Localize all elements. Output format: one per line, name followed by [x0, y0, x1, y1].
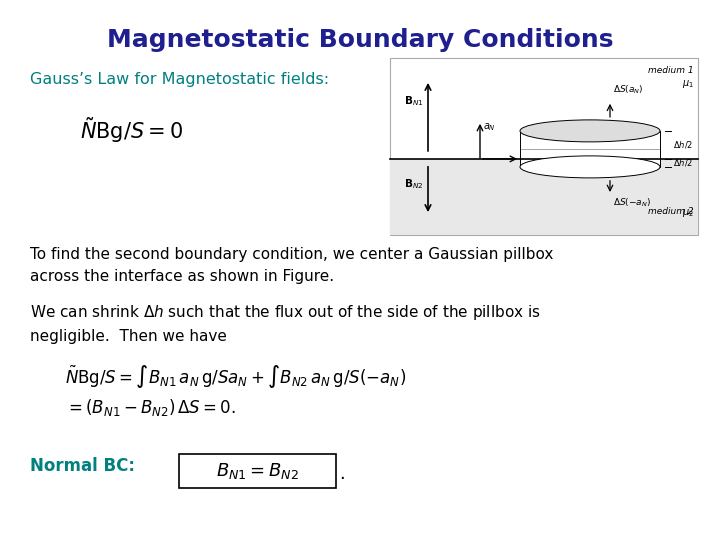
Ellipse shape: [520, 156, 660, 178]
Text: To find the second boundary condition, we center a Gaussian pillbox
across the i: To find the second boundary condition, w…: [30, 247, 554, 284]
Text: $\Delta h/2$: $\Delta h/2$: [673, 157, 693, 168]
Polygon shape: [390, 159, 698, 235]
Text: $\tilde{N}\mathrm{Bg}/S = \int B_{N1}\,a_N\,\mathrm{g}/Sa_N + \int B_{N2}\,a_N\,: $\tilde{N}\mathrm{Bg}/S = \int B_{N1}\,a…: [65, 363, 406, 390]
Text: Normal BC:: Normal BC:: [30, 457, 135, 475]
Text: $\Delta h/2$: $\Delta h/2$: [673, 139, 693, 150]
Text: $\mu_2$: $\mu_2$: [682, 207, 694, 219]
Text: $\Delta S(-a_N)$: $\Delta S(-a_N)$: [613, 197, 651, 210]
Text: $= (B_{N1} - B_{N2})\,\Delta S = 0.$: $= (B_{N1} - B_{N2})\,\Delta S = 0.$: [65, 397, 236, 418]
Text: $\tilde{N}\mathrm{Bg}/S = 0$: $\tilde{N}\mathrm{Bg}/S = 0$: [80, 115, 183, 145]
Text: $B_{N1} = B_{N2}$: $B_{N1} = B_{N2}$: [216, 461, 299, 481]
Text: Gauss’s Law for Magnetostatic fields:: Gauss’s Law for Magnetostatic fields:: [30, 72, 329, 87]
Text: $\mathbf{B}_{N1}$: $\mathbf{B}_{N1}$: [404, 94, 423, 108]
Text: $\Delta S(a_N)$: $\Delta S(a_N)$: [613, 83, 644, 96]
Polygon shape: [390, 58, 698, 235]
Polygon shape: [520, 131, 660, 167]
Text: We can shrink $\Delta h$ such that the flux out of the side of the pillbox is
ne: We can shrink $\Delta h$ such that the f…: [30, 303, 541, 343]
Text: $a_N$: $a_N$: [483, 121, 496, 133]
Text: $\mathbf{B}_{N2}$: $\mathbf{B}_{N2}$: [404, 177, 423, 191]
Text: $\mu_1$: $\mu_1$: [682, 78, 694, 90]
Text: Magnetostatic Boundary Conditions: Magnetostatic Boundary Conditions: [107, 28, 613, 52]
Text: $\mathbf{a}_t$: $\mathbf{a}_t$: [522, 163, 534, 175]
FancyBboxPatch shape: [179, 454, 336, 488]
Text: medium 2: medium 2: [649, 207, 694, 216]
Text: .: .: [339, 465, 345, 483]
Ellipse shape: [520, 120, 660, 142]
Text: medium 1: medium 1: [649, 66, 694, 75]
